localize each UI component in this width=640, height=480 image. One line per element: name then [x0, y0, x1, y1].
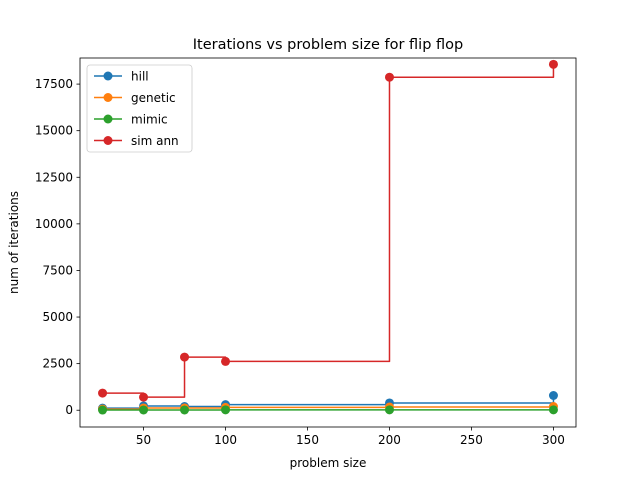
y-axis-label: num of iterations	[7, 191, 21, 294]
legend-box	[86, 64, 193, 153]
legend-marker	[103, 93, 113, 102]
y-tick-label: 0	[65, 403, 73, 417]
data-point	[548, 391, 558, 401]
x-tick-label: 100	[214, 433, 237, 447]
y-tick-label: 17500	[35, 77, 73, 91]
legend-item: sim ann	[94, 134, 179, 148]
data-point	[384, 405, 394, 415]
legend-item: mimic	[94, 113, 168, 127]
legend: hill genetic mimic sim ann	[86, 64, 193, 153]
x-axis-label: problem size	[290, 456, 367, 470]
y-tick-label: 5000	[42, 310, 73, 324]
data-point	[139, 405, 149, 415]
y-tick-label: 12500	[35, 170, 73, 184]
legend-item: hill	[94, 70, 149, 84]
data-point	[384, 72, 394, 82]
data-point	[139, 392, 149, 402]
y-tick-label: 2500	[42, 357, 73, 371]
x-tick-label: 300	[542, 433, 565, 447]
x-tick-label: 150	[296, 433, 319, 447]
axes-layer	[79, 57, 577, 428]
data-point	[548, 59, 558, 69]
data-point	[180, 352, 190, 362]
legend-label: hill	[131, 70, 149, 84]
data-point	[180, 405, 190, 415]
series-layer	[98, 59, 558, 415]
y-tick-label: 15000	[35, 124, 73, 138]
y-tick-label: 10000	[35, 217, 73, 231]
legend-label: genetic	[131, 91, 176, 105]
data-point	[548, 405, 558, 415]
legend-label: sim ann	[131, 134, 179, 148]
legend-marker	[103, 71, 113, 81]
x-tick-label: 50	[136, 433, 151, 447]
y-tick-label: 7500	[42, 263, 73, 277]
data-point	[221, 405, 231, 415]
plot-frame	[79, 57, 577, 428]
data-point	[98, 388, 108, 398]
series-sim-ann	[98, 59, 558, 402]
chart-title: Iterations vs problem size for flip flop	[193, 37, 463, 53]
series-mimic	[98, 405, 558, 415]
legend-label: mimic	[131, 113, 168, 127]
legend-marker	[103, 136, 113, 145]
data-point	[221, 356, 231, 366]
x-axis-ticks: 50 100 150 200 250 300	[136, 427, 565, 447]
x-tick-label: 250	[460, 433, 483, 447]
x-tick-label: 200	[378, 433, 401, 447]
y-axis-ticks: 0 2500 5000 7500 10000 12500 15000 17500	[35, 77, 80, 417]
data-point	[98, 405, 108, 415]
legend-item: genetic	[94, 91, 176, 105]
legend-marker	[103, 114, 113, 124]
